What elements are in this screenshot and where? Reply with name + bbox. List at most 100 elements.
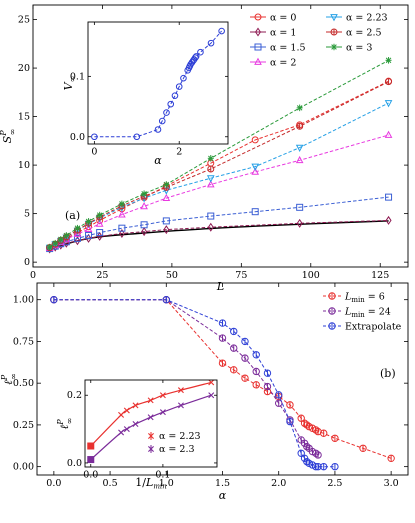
legend-marker: [148, 433, 154, 439]
marker-stroke: [177, 402, 184, 409]
y-axis-b-tick-label: 1.00: [13, 295, 34, 306]
data-point: [314, 451, 322, 459]
data-point: [385, 57, 392, 64]
data-point: [252, 351, 260, 359]
data-point: [73, 229, 82, 237]
data-point: [118, 200, 125, 208]
marker-stroke: [123, 407, 130, 414]
data-point: [297, 449, 305, 457]
data-point: [141, 190, 148, 198]
inset-point: [197, 48, 204, 56]
data-point: [312, 426, 320, 434]
data-point: [218, 359, 227, 367]
data-point: [251, 163, 260, 171]
marker-stroke: [118, 429, 125, 436]
data-point: [230, 344, 238, 352]
panel-a: 02550751001250510152025LSP∞(a)α = 0α = 1…: [0, 4, 409, 293]
data-point: [163, 225, 170, 235]
data-point: [162, 217, 170, 225]
data-point: [296, 104, 303, 112]
data-point: [118, 210, 126, 218]
data-point: [296, 203, 304, 211]
data-point: [230, 366, 238, 374]
marker-stroke: [148, 433, 154, 439]
inset-point: [163, 109, 170, 116]
data-point: [314, 462, 322, 471]
marker-stroke: [177, 387, 184, 394]
inset-point: [180, 74, 187, 82]
data-point: [286, 401, 294, 409]
inset-point: [208, 392, 215, 399]
data-point: [141, 227, 148, 237]
inset-point: [147, 397, 154, 404]
y-axis-a-tick-label: 5: [24, 209, 30, 220]
x-axis-b-tick-label: 2.5: [327, 478, 342, 489]
inset-b: 0.0 0.1 0.0 0.2 1/Lmin ℓP∞ α = 2.23 α = 2.3: [56, 379, 218, 491]
data-point: [206, 175, 215, 183]
inset-series: [87, 380, 215, 450]
marker-stroke: [148, 446, 154, 452]
data-point: [387, 454, 395, 463]
x-axis-a-tick-label: 75: [235, 270, 247, 281]
inset-b-x-tick-label: 0.0: [83, 470, 98, 481]
legend-label: α = 0: [270, 13, 296, 24]
inset-point: [192, 54, 199, 61]
legend-marker: [330, 14, 338, 22]
inset-point: [192, 53, 200, 60]
x-axis-a-tick-label: 0: [30, 270, 36, 281]
data-point: [218, 319, 227, 327]
data-point: [303, 421, 311, 429]
legend-label: α = 1: [270, 28, 296, 39]
data-point: [297, 414, 305, 422]
inset-point: [175, 83, 183, 90]
legend-label: Lmin = 6: [344, 292, 385, 305]
series-α=3: [46, 57, 392, 251]
inset-point: [159, 409, 166, 416]
legend-label: α = 2.23: [346, 13, 388, 24]
extrapolated-point: [87, 442, 95, 450]
data-point: [331, 462, 339, 471]
inset-b-data: [87, 380, 215, 464]
data-point: [140, 221, 148, 229]
y-axis-a-tick-label: 15: [18, 112, 30, 123]
x-axis-b-tick-label: 2.0: [271, 478, 286, 489]
data-point: [207, 212, 215, 220]
inset-point: [123, 426, 130, 433]
y-axis-a-tick-label: 10: [18, 160, 30, 171]
inset-b-axes: [84, 379, 218, 468]
data-point: [73, 234, 81, 242]
data-point: [206, 180, 215, 188]
inset-a-xlabel: α: [154, 154, 162, 167]
data-point: [384, 100, 393, 108]
marker-stroke: [208, 380, 215, 386]
inset-a-y-tick-label: 0.1: [70, 71, 85, 82]
data-point: [241, 354, 249, 362]
data-point: [385, 193, 393, 201]
inset-b-ylabel: ℓP∞: [56, 418, 74, 430]
legend-label: α = 1.5: [270, 43, 306, 54]
data-point: [162, 295, 170, 304]
data-point: [118, 229, 125, 239]
x-axis-label-a: L: [216, 280, 224, 293]
data-point: [118, 224, 126, 232]
data-point: [275, 391, 283, 399]
x-axis-a-tick-label: 50: [166, 270, 178, 281]
inset-a: 0 2 0.0 0.1 α V∞: [62, 21, 229, 167]
x-axis-b-tick-label: 0.0: [46, 478, 61, 489]
marker-stroke: [147, 414, 154, 421]
inset-point: [177, 402, 184, 409]
x-axis-a-tick-label: 25: [96, 270, 108, 281]
inset-b-y-tick-label: 0.2: [67, 390, 82, 401]
panel-b-data: [50, 295, 395, 471]
inset-b-x-tick-label: 0.1: [155, 470, 170, 481]
series-Extrapolate: [50, 295, 339, 471]
data-point: [312, 449, 320, 457]
inset-point: [118, 411, 125, 418]
inset-point: [177, 387, 184, 394]
y-axis-a-tick-label: 20: [18, 63, 30, 74]
inset-point: [159, 392, 166, 399]
data-point: [263, 369, 272, 377]
data-point: [207, 165, 215, 173]
series-line: [53, 299, 319, 456]
